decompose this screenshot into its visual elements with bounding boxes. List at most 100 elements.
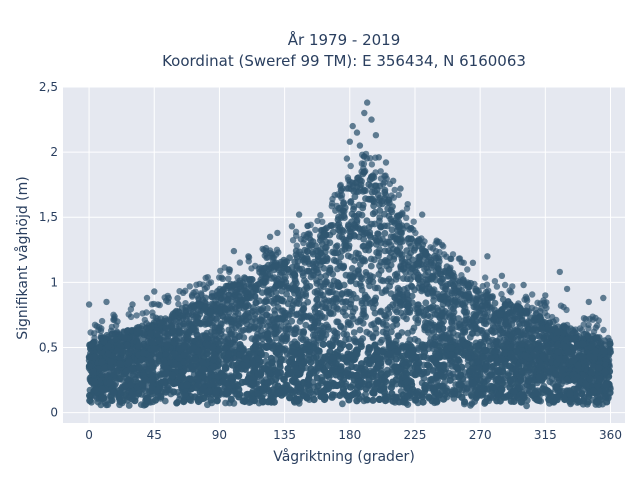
data-point [408, 265, 415, 273]
data-point [342, 237, 350, 244]
data-point [428, 304, 435, 312]
data-point [368, 173, 375, 181]
data-point [119, 348, 127, 356]
data-point [235, 333, 243, 341]
data-point [449, 281, 457, 289]
data-point [371, 220, 378, 228]
data-point [354, 267, 362, 275]
data-point [546, 331, 554, 339]
data-point [300, 311, 307, 319]
data-point [570, 335, 578, 343]
data-point [358, 275, 366, 283]
data-point [381, 210, 388, 218]
data-point [379, 319, 387, 326]
data-point [514, 327, 522, 335]
data-point [280, 376, 288, 384]
data-point [265, 265, 272, 273]
data-point [317, 249, 325, 257]
data-point [523, 320, 530, 327]
data-point [357, 282, 365, 290]
data-point [478, 316, 485, 324]
data-point [234, 310, 242, 318]
data-point [339, 226, 346, 234]
data-point [297, 251, 305, 259]
data-point [472, 295, 480, 303]
data-point [288, 317, 296, 325]
data-point [201, 303, 209, 311]
data-point [381, 222, 388, 230]
data-point [242, 302, 250, 310]
data-point [378, 289, 386, 297]
data-point [321, 353, 329, 361]
data-point [367, 262, 375, 270]
data-point [139, 329, 147, 337]
data-point [392, 355, 400, 363]
data-point [347, 321, 355, 329]
data-point [170, 388, 178, 396]
data-point [371, 234, 379, 242]
data-point [512, 308, 520, 316]
data-point [360, 304, 367, 312]
data-point [179, 320, 187, 327]
data-point [387, 242, 395, 249]
data-point [229, 281, 237, 288]
data-point [300, 305, 308, 312]
data-point [313, 302, 320, 310]
data-point [412, 305, 419, 313]
data-point [372, 241, 380, 248]
data-point [595, 364, 603, 372]
data-point [316, 291, 324, 299]
data-point [341, 204, 349, 212]
data-point [123, 341, 131, 349]
data-point [558, 366, 567, 374]
data-point [417, 252, 424, 260]
data-point [334, 318, 342, 326]
data-point [444, 300, 452, 307]
data-point [374, 284, 382, 292]
data-point [329, 282, 337, 290]
data-point [220, 333, 228, 341]
data-point [169, 327, 177, 335]
data-point [271, 307, 278, 314]
data-point [606, 389, 614, 397]
data-point [257, 327, 265, 335]
data-point [460, 302, 467, 310]
data-point [334, 221, 342, 229]
data-point [399, 266, 407, 273]
data-point [240, 334, 248, 341]
data-point [178, 305, 186, 312]
data-point [514, 313, 522, 321]
data-point [122, 367, 130, 375]
data-point [496, 310, 504, 318]
data-point [129, 371, 137, 379]
data-point [359, 243, 367, 250]
data-point [501, 349, 509, 357]
data-point [353, 178, 361, 186]
data-point [415, 391, 423, 399]
data-point [292, 251, 300, 259]
data-point [216, 285, 224, 293]
data-point [194, 306, 202, 314]
data-point [177, 328, 184, 336]
data-point [378, 336, 386, 344]
data-point [303, 254, 311, 262]
data-point [319, 257, 327, 265]
data-point [363, 217, 371, 225]
data-point [267, 286, 275, 293]
data-point [164, 332, 172, 340]
data-point [287, 326, 295, 333]
data-point [362, 195, 369, 203]
data-point [470, 314, 478, 321]
data-point [465, 294, 472, 302]
data-point [438, 312, 446, 320]
data-point [187, 302, 195, 310]
data-point [325, 304, 333, 311]
data-point [606, 348, 614, 356]
data-point [488, 347, 496, 355]
data-point [538, 325, 546, 332]
data-point [376, 246, 383, 253]
data-point [272, 289, 280, 296]
data-point [353, 212, 360, 220]
data-point [362, 187, 369, 195]
data-point [476, 370, 484, 379]
